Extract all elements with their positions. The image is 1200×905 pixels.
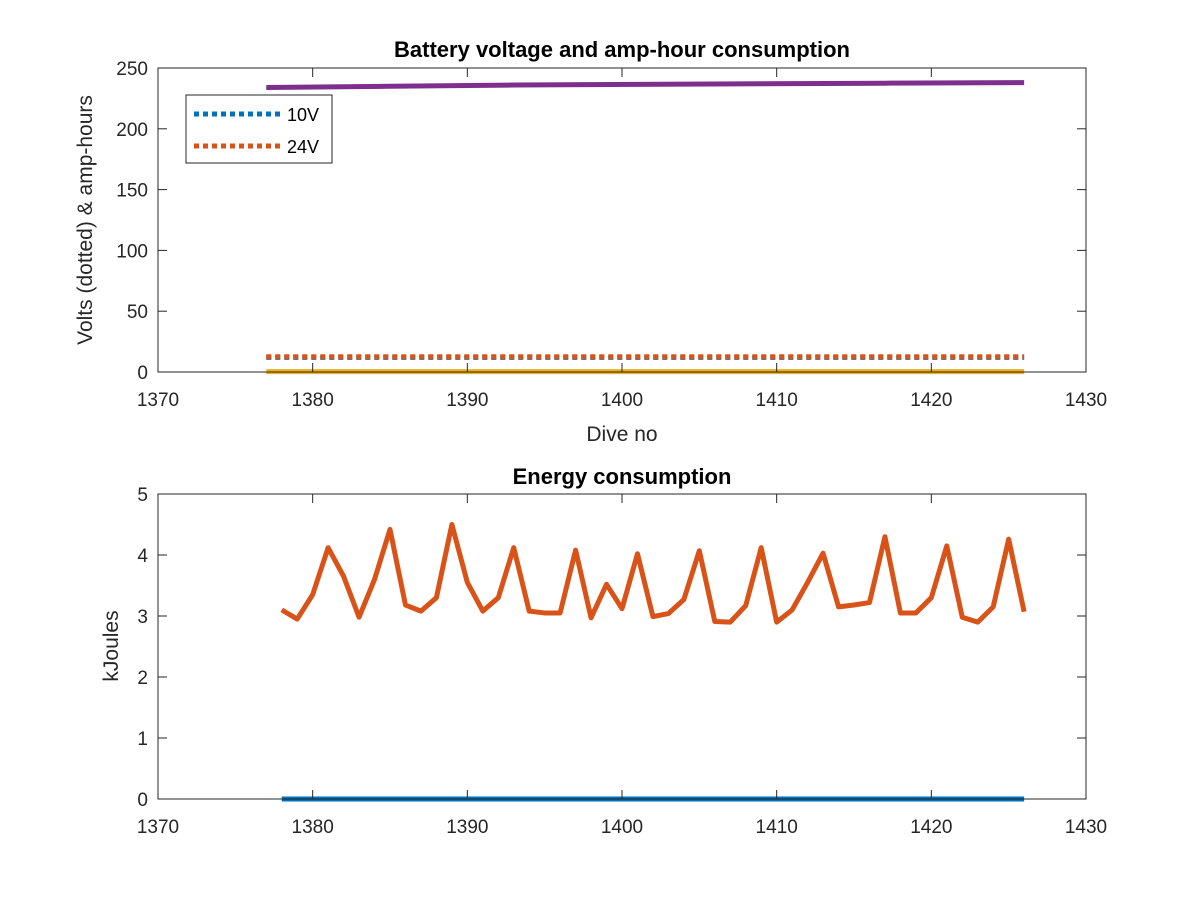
y-tick-label: 50 [127, 302, 148, 323]
tick-group: 1370 1380 1390 1400 1410 1420 1430 0 1 2 3 4 5 [137, 485, 1107, 838]
tick-group: 1370 1380 1390 1400 1410 1420 1430 0 50 100 150 200… [116, 59, 1107, 411]
y-tick-label: 0 [137, 363, 148, 384]
series-line-4 [266, 80, 1025, 90]
y-tick-label: 100 [116, 241, 148, 262]
plot-area-background [158, 494, 1086, 799]
x-tick-label: 1430 [1065, 390, 1107, 411]
y-tick-label: 5 [137, 485, 148, 506]
y-tick-label: 200 [116, 120, 148, 141]
x-tick-label: 1390 [446, 817, 488, 838]
y-tick-label: 2 [137, 668, 148, 689]
y-axis-label: kJoules [100, 610, 123, 681]
x-tick-label: 1420 [910, 390, 952, 411]
x-tick-label: 1400 [601, 817, 643, 838]
y-tick-label: 1 [137, 729, 148, 750]
x-tick-label: 1380 [292, 390, 334, 411]
x-tick-label: 1370 [137, 817, 179, 838]
legend-label-24v: 24V [287, 137, 319, 157]
y-tick-label: 3 [137, 607, 148, 628]
legend-entry-10v: 10V [194, 105, 319, 125]
chart-title: Battery voltage and amp-hour consumption [394, 37, 850, 62]
chart-title: Energy consumption [513, 464, 732, 489]
x-tick-label: 1390 [446, 390, 488, 411]
x-tick-label: 1400 [601, 390, 643, 411]
legend: 10V 24V [185, 94, 333, 164]
y-tick-label: 4 [137, 546, 148, 567]
series-line-2 [280, 522, 1027, 625]
battery-voltage-plot: 1370 1380 1390 1400 1410 1420 1430 0 50 100 150 200… [74, 37, 1107, 446]
legend-box [185, 94, 333, 164]
x-tick-label: 1410 [756, 390, 798, 411]
y-tick-label: 250 [116, 59, 148, 80]
x-tick-label: 1370 [137, 390, 179, 411]
y-axis-label: Volts (dotted) & amp-hours [74, 95, 97, 345]
x-tick-label: 1380 [292, 817, 334, 838]
x-axis-label: Dive no [586, 423, 657, 446]
energy-consumption-plot: 1370 1380 1390 1400 1410 1420 1430 0 1 2 3 4 5 Energ… [100, 464, 1107, 838]
legend-entry-24v: 24V [194, 137, 319, 157]
x-tick-label: 1430 [1065, 817, 1107, 838]
x-tick-label: 1420 [910, 817, 952, 838]
y-tick-label: 0 [137, 790, 148, 811]
y-tick-label: 150 [116, 181, 148, 202]
legend-label-10v: 10V [287, 105, 319, 125]
x-tick-label: 1410 [756, 817, 798, 838]
